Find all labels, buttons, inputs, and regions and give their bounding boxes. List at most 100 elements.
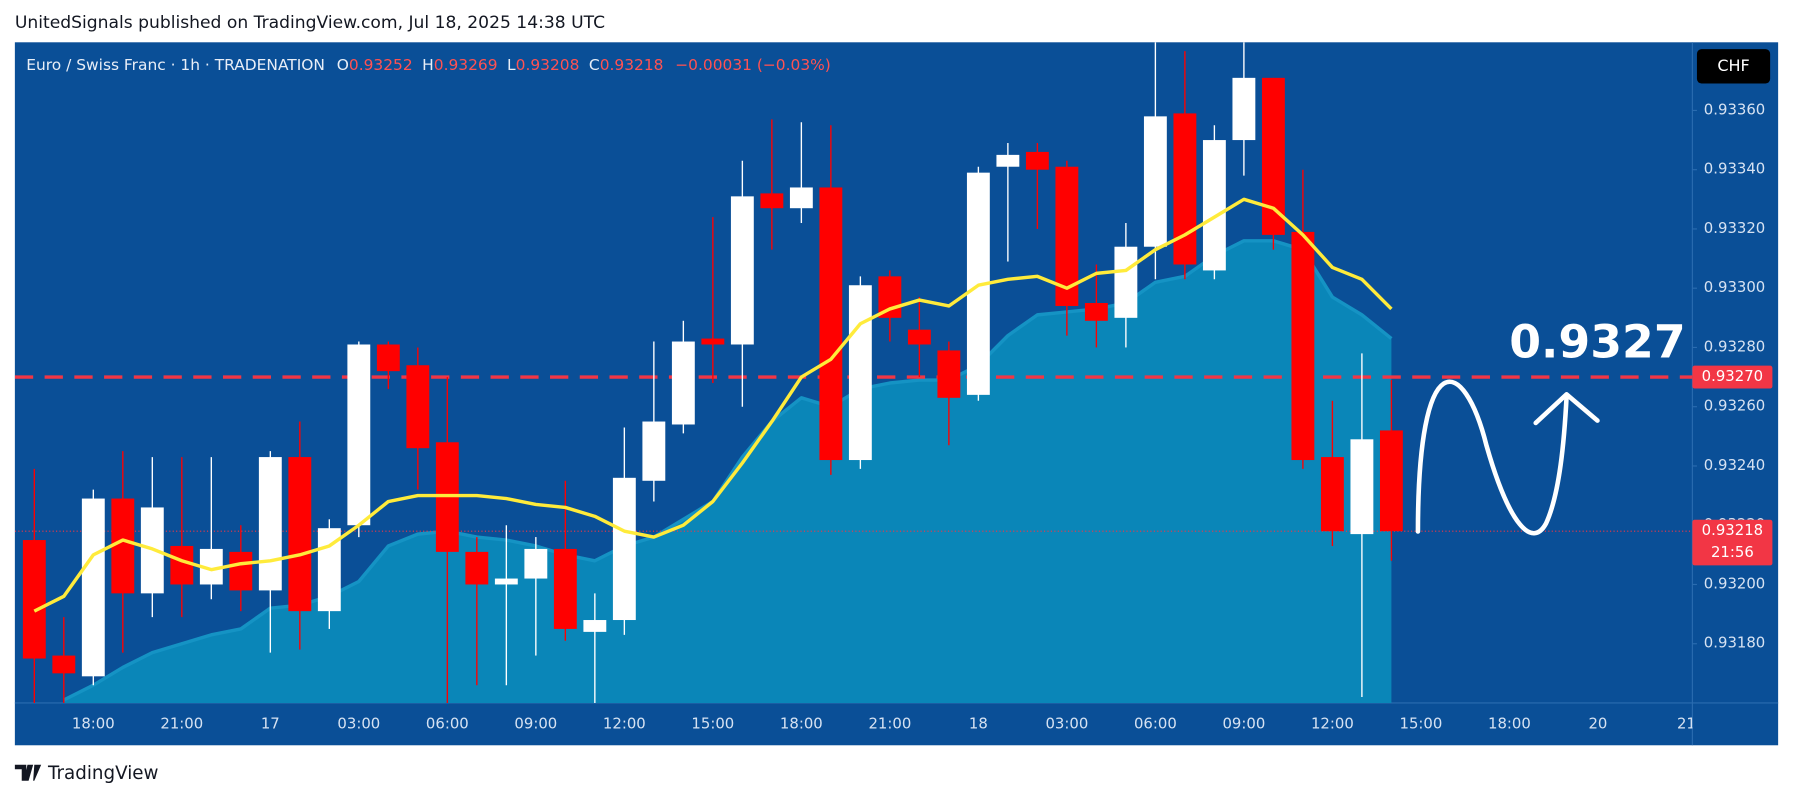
candle-body	[1114, 246, 1138, 318]
y-tick-label: 0.93200	[1704, 574, 1765, 592]
price-line-label: 0.93270	[1702, 367, 1763, 385]
candle-body	[347, 344, 371, 526]
candle-body	[199, 548, 223, 585]
candle-body	[170, 545, 194, 585]
candle-body	[52, 655, 76, 674]
annotation: 0.9327	[1509, 316, 1685, 369]
candle-body	[1173, 113, 1197, 265]
x-axis: 00 18:00 21:00 17 03:00 06:00 09:00 12:00 15:00 1…	[0, 715, 1692, 733]
candle-body	[671, 341, 695, 425]
published-line: UnitedSignals published on TradingView.c…	[15, 13, 605, 33]
y-tick-label: 0.93280	[1704, 337, 1765, 355]
candle-body	[1202, 140, 1226, 271]
candle-body	[848, 285, 872, 461]
candle-body	[642, 421, 666, 481]
x-tick-label: 18	[969, 715, 988, 733]
legend: Euro / Swiss Franc · 1h · TRADENATION O0…	[26, 56, 831, 74]
drawn-path	[1415, 379, 1569, 536]
ohlc-value: 0.93208	[516, 56, 580, 74]
x-tick-label: 15:00	[691, 715, 734, 733]
candle-body	[937, 350, 961, 398]
x-tick-label: 09:00	[1222, 715, 1265, 733]
x-tick-label: 12:00	[603, 715, 646, 733]
area	[63, 240, 1392, 703]
candle-body	[111, 498, 135, 594]
ohlc-key: H	[422, 56, 434, 74]
candle-body	[789, 187, 813, 209]
candle-body	[376, 344, 400, 372]
ohlc-key: C	[589, 56, 600, 74]
candle-body	[1350, 439, 1374, 535]
x-tick-label: 06:00	[1134, 715, 1177, 733]
last-price-label: 0.93218	[1702, 521, 1763, 539]
y-tick-label: 0.93240	[1704, 456, 1765, 474]
x-tick-label: 03:00	[1045, 715, 1088, 733]
currency-button[interactable]	[1696, 49, 1771, 84]
y-tick-label: 0.93340	[1704, 160, 1765, 178]
x-tick-label: 06:00	[426, 715, 469, 733]
candle-body	[907, 329, 931, 345]
candle-body	[258, 457, 282, 591]
plot-area	[14, 42, 1693, 703]
line	[63, 239, 1393, 702]
x-tick-label: 00	[0, 715, 14, 733]
candle-body	[553, 548, 577, 629]
y-tick-label: 0.93320	[1704, 219, 1765, 237]
x-tick-label: 09:00	[514, 715, 557, 733]
candle-body	[1143, 116, 1167, 247]
symbol: Euro / Swiss Franc · 1h · TRADENATION	[26, 56, 325, 74]
x-tick-label: 17	[261, 715, 280, 733]
ohlc-value: 0.93218	[600, 56, 664, 74]
candle-body	[22, 540, 46, 659]
last-price-tag	[1692, 519, 1773, 566]
change: −0.00031 (−0.03%)	[675, 56, 831, 74]
candle-body	[1084, 303, 1108, 321]
ohlc-value: 0.93252	[349, 56, 413, 74]
candle-body	[701, 338, 725, 345]
candle-body	[81, 498, 105, 677]
countdown: 21:56	[1711, 543, 1754, 561]
drawn-arrowhead	[1533, 392, 1600, 426]
x-tick-label: 03:00	[337, 715, 380, 733]
x-tick-label: 18:00	[1488, 715, 1531, 733]
y-tick-label: 0.93300	[1704, 278, 1765, 296]
ohlc-key: L	[507, 56, 516, 74]
x-tick-label: 21:00	[868, 715, 911, 733]
candle-body	[1025, 151, 1049, 170]
x-tick-label: 18:00	[72, 715, 115, 733]
candle-body	[288, 457, 312, 612]
line	[33, 197, 1393, 613]
candle-body	[583, 620, 607, 632]
ohlc-value: 0.93269	[434, 56, 498, 74]
x-tick-label: 20	[1588, 715, 1607, 733]
price-line-tag	[1692, 365, 1773, 389]
y-tick-label: 0.93180	[1704, 634, 1765, 652]
x-tick-label: 21:00	[160, 715, 203, 733]
ohlc-key: O	[337, 56, 349, 74]
candle-body	[524, 548, 548, 579]
candle-body	[1379, 430, 1403, 532]
candle-body	[1055, 166, 1079, 306]
brand-name: TradingView	[47, 763, 159, 784]
logo-mark	[14, 764, 42, 781]
currency-label[interactable]: CHF	[1717, 56, 1749, 75]
x-tick-label: 12:00	[1311, 715, 1354, 733]
candle-body	[612, 477, 636, 621]
candle-body	[406, 365, 430, 449]
candle-body	[494, 578, 518, 585]
y-tick-label: 0.93360	[1704, 100, 1765, 118]
y-tick-label: 0.93260	[1704, 397, 1765, 415]
candle-body	[996, 154, 1020, 167]
candle-body	[1291, 231, 1315, 461]
x-tick-label: 18:00	[780, 715, 823, 733]
candle-body	[760, 193, 784, 209]
candle-body	[229, 551, 253, 591]
candle-body	[730, 196, 754, 345]
candle-body	[465, 551, 489, 585]
candle-body	[819, 187, 843, 461]
candle-body	[1320, 457, 1344, 532]
brand-logo	[14, 764, 42, 781]
candle-body	[1232, 77, 1256, 141]
candle-body	[1261, 77, 1285, 235]
